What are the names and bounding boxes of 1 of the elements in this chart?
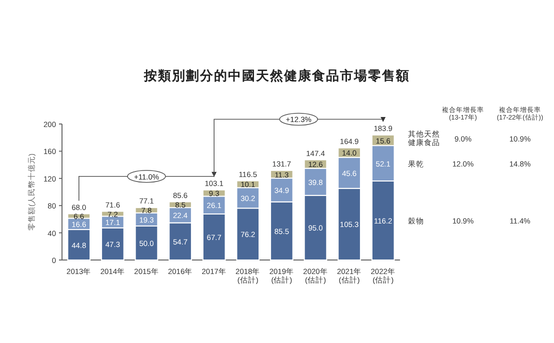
chart-title: 按類別劃分的中國天然健康食品市場零售額 <box>143 68 410 83</box>
